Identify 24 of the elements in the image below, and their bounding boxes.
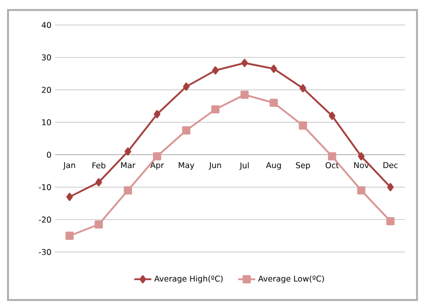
point bbox=[212, 66, 219, 74]
point bbox=[328, 152, 336, 160]
point bbox=[65, 232, 74, 240]
point bbox=[298, 121, 308, 130]
point bbox=[270, 98, 278, 107]
point bbox=[387, 183, 394, 192]
point bbox=[211, 105, 220, 114]
point bbox=[300, 84, 306, 92]
point bbox=[241, 58, 248, 68]
point bbox=[386, 217, 395, 226]
point bbox=[66, 192, 73, 201]
point bbox=[182, 126, 190, 134]
point bbox=[270, 64, 278, 73]
point bbox=[124, 147, 132, 156]
point bbox=[182, 82, 190, 91]
point bbox=[328, 112, 336, 120]
point bbox=[94, 220, 103, 229]
point bbox=[124, 186, 132, 194]
point bbox=[154, 110, 160, 118]
point bbox=[95, 178, 102, 186]
point bbox=[357, 186, 366, 194]
point bbox=[152, 152, 162, 160]
point bbox=[358, 152, 365, 160]
point bbox=[240, 90, 249, 99]
